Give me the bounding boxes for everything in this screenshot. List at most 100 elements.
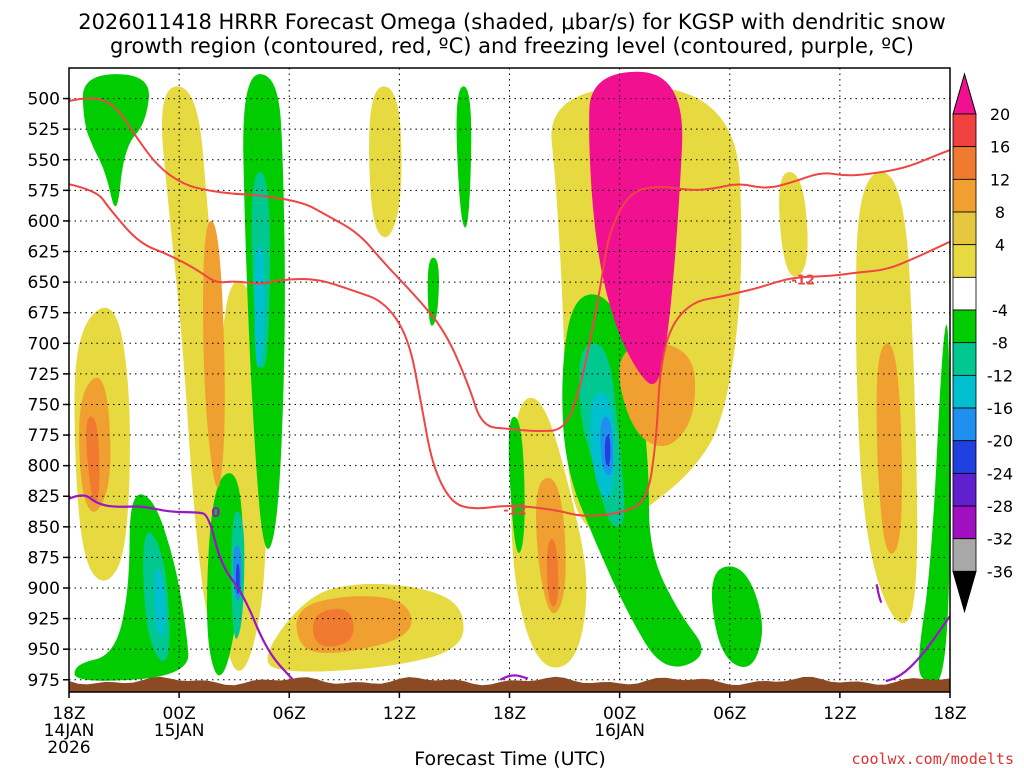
omega-region-20 (203, 220, 225, 488)
ground-terrain (69, 676, 950, 692)
y-tick-label-625: 625 (28, 243, 60, 263)
y-tick-label-700: 700 (28, 334, 60, 354)
colorbar-swatch-8 (952, 342, 977, 376)
colorbar-label--36: -36 (987, 562, 1013, 581)
credit-text[interactable]: coolwx.com/modelts (851, 750, 1014, 768)
y-tick-label-675: 675 (28, 304, 60, 324)
colorbar-label-4: 4 (995, 236, 1005, 255)
omega-region-17 (918, 324, 950, 682)
y-tick-label-825: 825 (28, 487, 60, 507)
x-tick-label-3-0: 12Z (383, 704, 416, 724)
colorbar-label--24: -24 (987, 464, 1013, 483)
colorbar-swatch-9 (952, 374, 977, 409)
colorbar-swatch-5 (952, 244, 977, 278)
colorbar-swatch-6 (952, 276, 977, 311)
colorbar-swatch-14 (952, 538, 977, 572)
omega-region-23 (876, 343, 903, 554)
freezing-contour-2 (885, 615, 950, 683)
omega-region-34 (254, 245, 265, 368)
x-tick-label-7-0: 12Z (823, 704, 856, 724)
y-tick-label-500: 500 (28, 90, 60, 110)
dgz-label-upper: -12 (791, 274, 815, 289)
colorbar-label--4: -4 (992, 301, 1008, 320)
x-tick-label-0-0: 18Z (52, 704, 85, 724)
chart-title-line-1: 2026011418 HRRR Forecast Omega (shaded, … (78, 10, 946, 34)
y-tick-label-925: 925 (28, 610, 60, 630)
y-tick-label-900: 900 (28, 579, 60, 599)
x-axis-label: Forecast Time (UTC) (414, 748, 605, 768)
dgz-label-lower: -12 (503, 504, 527, 519)
omega-region-15 (508, 416, 525, 554)
colorbar-swatch-3 (952, 178, 977, 213)
x-tick-label-8-0: 18Z (933, 704, 966, 724)
y-tick-label-800: 800 (28, 457, 60, 477)
ground-fill (69, 676, 950, 692)
colorbar-swatch-4 (952, 211, 977, 246)
colorbar-swatch-10 (952, 407, 977, 442)
freezing-contour-0 (69, 494, 294, 681)
omega-region-29 (86, 416, 100, 503)
y-tick-label-550: 550 (28, 151, 60, 171)
colorbar-label-8: 8 (995, 203, 1005, 222)
y-tick-label-950: 950 (28, 640, 60, 660)
x-tick-label-5-0: 00Z (603, 704, 636, 724)
omega-region-32 (154, 568, 166, 637)
grid (69, 68, 950, 692)
y-tick-label-600: 600 (28, 212, 60, 232)
omega-region-38 (604, 435, 611, 466)
colorbar-label--32: -32 (987, 530, 1013, 549)
omega-region-8 (779, 172, 808, 277)
colorbar-label--16: -16 (987, 399, 1013, 418)
omega-region-1 (369, 86, 402, 238)
y-tick-label-850: 850 (28, 518, 60, 538)
x-tick-label-2-0: 06Z (273, 704, 306, 724)
x-tick-label-0-1: 14JAN (44, 721, 95, 741)
y-tick-label-775: 775 (28, 426, 60, 446)
colorbar-label--12: -12 (987, 366, 1013, 385)
y-axis: 500 525 550 575 600 625 650 675 700 725 750 775 800 8… (28, 90, 69, 691)
dgz-contour-1 (69, 183, 950, 517)
omega-region-13 (456, 86, 472, 228)
omega-region-30 (312, 608, 354, 647)
x-tick-label-0-2: 2026 (47, 738, 90, 758)
y-tick-label-725: 725 (28, 365, 60, 385)
colorbar-swatch-2 (952, 146, 977, 180)
x-tick-label-6-0: 06Z (713, 704, 746, 724)
colorbar-swatch-11 (952, 440, 977, 474)
omega-shading (74, 71, 950, 682)
dgz-contour-0 (69, 97, 950, 432)
chart-title-line-2: growth region (contoured, red, ºC) and f… (110, 34, 914, 58)
freezing-label: 0 (211, 506, 220, 521)
colorbar-label--8: -8 (992, 334, 1008, 353)
y-tick-label-525: 525 (28, 120, 60, 140)
colorbar-swatch-7 (952, 309, 977, 344)
colorbar-label-12: 12 (990, 170, 1010, 189)
colorbar-label-16: 16 (990, 138, 1010, 157)
x-tick-label-1-0: 00Z (162, 704, 195, 724)
x-tick-label-5-1: 16JAN (594, 721, 645, 741)
y-tick-label-750: 750 (28, 395, 60, 415)
colorbar: 20 16 12 8 4 -4 -8 -12 -16 -20 -24 -28 -32 -36 (952, 72, 1013, 614)
omega-region-18 (427, 257, 439, 326)
freezing-contour-1 (499, 674, 529, 681)
y-tick-label-875: 875 (28, 548, 60, 568)
y-tick-label-575: 575 (28, 181, 60, 201)
colorbar-swatch-13 (952, 505, 977, 540)
omega-region-16 (711, 566, 763, 667)
x-tick-label-4-0: 18Z (493, 704, 526, 724)
colorbar-swatch-1 (952, 113, 977, 148)
omega-region-9 (82, 74, 150, 207)
colorbar-swatch-12 (952, 472, 977, 507)
colorbar-label--20: -20 (987, 432, 1013, 451)
x-tick-label-1-1: 15JAN (154, 721, 205, 741)
y-tick-label-650: 650 (28, 273, 60, 293)
omega-region-31 (546, 539, 559, 607)
omega-region-39 (589, 71, 683, 385)
colorbar-arrow-bottom (952, 570, 977, 614)
contours: -12 -12 0 (69, 97, 950, 683)
freezing-contour-3 (875, 584, 883, 604)
y-tick-label-975: 975 (28, 671, 60, 691)
colorbar-label--28: -28 (987, 497, 1013, 516)
